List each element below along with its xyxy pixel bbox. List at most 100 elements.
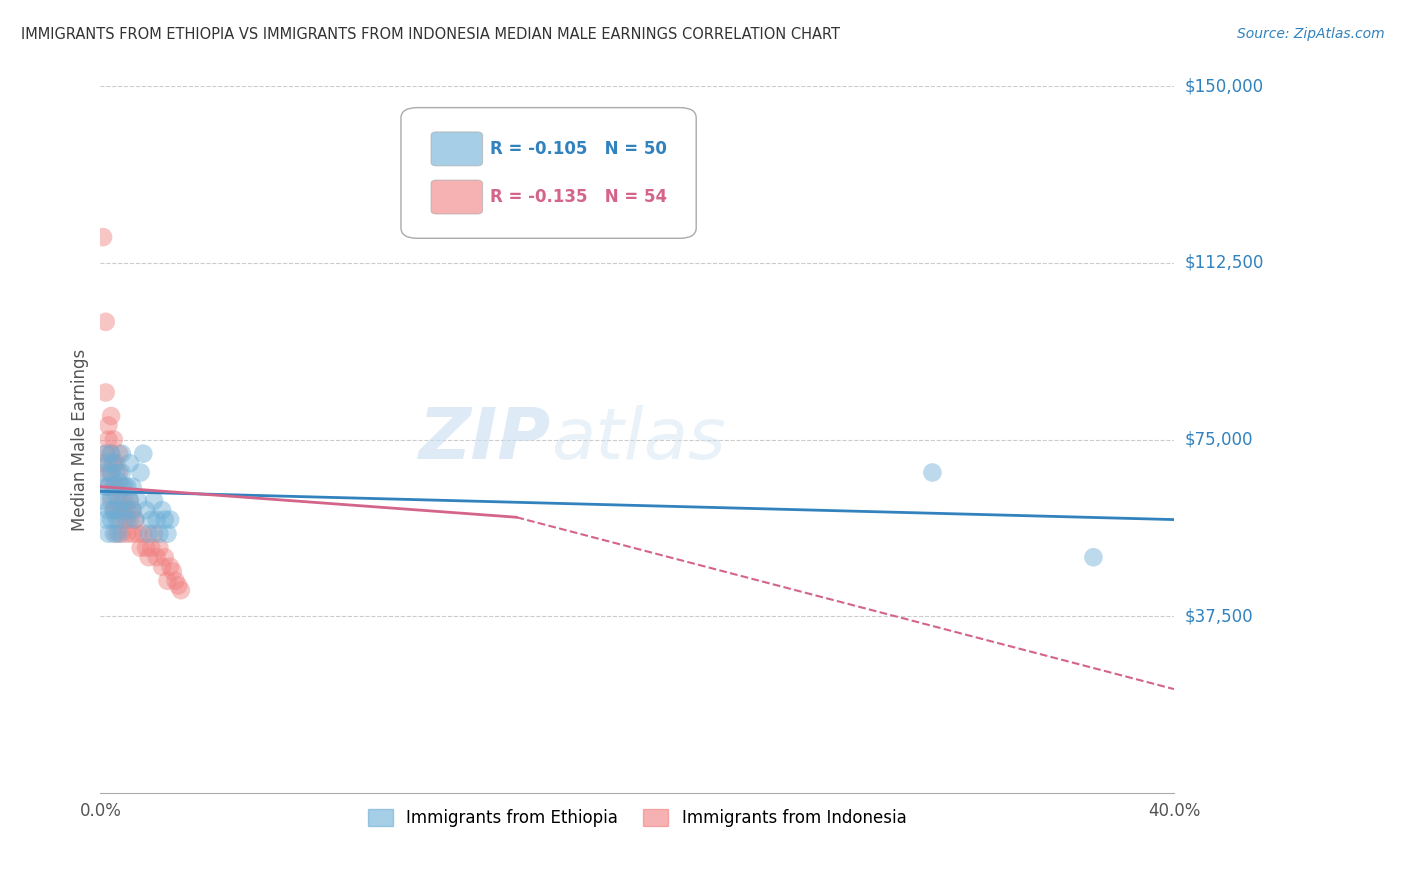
Point xyxy=(167,578,190,592)
Point xyxy=(94,447,117,461)
Point xyxy=(105,512,128,526)
Point xyxy=(153,512,176,526)
Point xyxy=(94,315,117,329)
Point xyxy=(108,526,131,541)
Point xyxy=(97,456,120,470)
Point xyxy=(97,418,120,433)
Point xyxy=(100,447,122,461)
Point xyxy=(97,526,120,541)
Point xyxy=(91,466,114,480)
Point xyxy=(159,512,181,526)
Point xyxy=(100,466,122,480)
Text: R = -0.135   N = 54: R = -0.135 N = 54 xyxy=(491,188,668,206)
Point xyxy=(143,493,166,508)
Point xyxy=(111,480,134,494)
Point xyxy=(162,565,184,579)
Text: IMMIGRANTS FROM ETHIOPIA VS IMMIGRANTS FROM INDONESIA MEDIAN MALE EARNINGS CORRE: IMMIGRANTS FROM ETHIOPIA VS IMMIGRANTS F… xyxy=(21,27,841,42)
Point xyxy=(114,493,136,508)
Point xyxy=(100,466,122,480)
Point xyxy=(121,503,143,517)
Point xyxy=(111,447,134,461)
Point xyxy=(97,480,120,494)
Text: $75,000: $75,000 xyxy=(1185,431,1254,449)
Point xyxy=(111,493,134,508)
Point xyxy=(127,526,149,541)
Point xyxy=(111,466,134,480)
Point xyxy=(97,466,120,480)
Point xyxy=(114,480,136,494)
Point xyxy=(105,456,128,470)
Point xyxy=(114,512,136,526)
Point xyxy=(108,493,131,508)
Point xyxy=(91,493,114,508)
Point xyxy=(121,480,143,494)
Point xyxy=(115,503,138,517)
Legend: Immigrants from Ethiopia, Immigrants from Indonesia: Immigrants from Ethiopia, Immigrants fro… xyxy=(361,802,912,834)
Point xyxy=(103,456,125,470)
Y-axis label: Median Male Earnings: Median Male Earnings xyxy=(72,349,89,531)
Point xyxy=(118,493,141,508)
Point xyxy=(148,526,170,541)
Point xyxy=(94,447,117,461)
Point xyxy=(129,541,152,555)
Point xyxy=(105,489,128,503)
FancyBboxPatch shape xyxy=(432,132,482,166)
Point xyxy=(121,503,143,517)
Point xyxy=(115,526,138,541)
Point xyxy=(103,480,125,494)
Point xyxy=(94,385,117,400)
Point xyxy=(97,433,120,447)
Point xyxy=(143,526,166,541)
Text: $37,500: $37,500 xyxy=(1185,607,1254,625)
Point xyxy=(118,512,141,526)
Text: ZIP: ZIP xyxy=(419,405,551,474)
Point xyxy=(132,526,155,541)
Point xyxy=(150,559,173,574)
Text: R = -0.105   N = 50: R = -0.105 N = 50 xyxy=(491,140,666,158)
Point xyxy=(127,493,149,508)
Text: Source: ZipAtlas.com: Source: ZipAtlas.com xyxy=(1237,27,1385,41)
Point xyxy=(138,526,160,541)
Point xyxy=(115,512,138,526)
Point xyxy=(100,409,122,423)
Point xyxy=(105,526,128,541)
Text: $112,500: $112,500 xyxy=(1185,254,1264,272)
Point xyxy=(118,493,141,508)
Point xyxy=(145,550,167,565)
Point xyxy=(114,503,136,517)
Point xyxy=(94,480,117,494)
Point xyxy=(103,526,125,541)
Point xyxy=(103,503,125,517)
Point xyxy=(150,503,173,517)
Point xyxy=(108,475,131,489)
Point xyxy=(111,503,134,517)
Point xyxy=(108,447,131,461)
Point xyxy=(156,574,179,588)
Point xyxy=(132,447,155,461)
Point xyxy=(156,526,179,541)
Point xyxy=(103,503,125,517)
Point xyxy=(141,512,163,526)
Point xyxy=(108,503,131,517)
Point xyxy=(91,456,114,470)
FancyBboxPatch shape xyxy=(401,108,696,238)
Point xyxy=(105,466,128,480)
Point xyxy=(94,512,117,526)
Point xyxy=(165,574,187,588)
Point xyxy=(148,541,170,555)
Point xyxy=(111,526,134,541)
Point xyxy=(97,503,120,517)
Point xyxy=(170,583,193,598)
Point xyxy=(124,512,146,526)
Point xyxy=(100,512,122,526)
Point xyxy=(141,541,163,555)
FancyBboxPatch shape xyxy=(432,180,482,214)
Point xyxy=(100,489,122,503)
Point xyxy=(103,456,125,470)
Point xyxy=(115,480,138,494)
Point xyxy=(100,447,122,461)
Point xyxy=(129,466,152,480)
Point xyxy=(118,456,141,470)
Point xyxy=(103,480,125,494)
Point xyxy=(108,512,131,526)
